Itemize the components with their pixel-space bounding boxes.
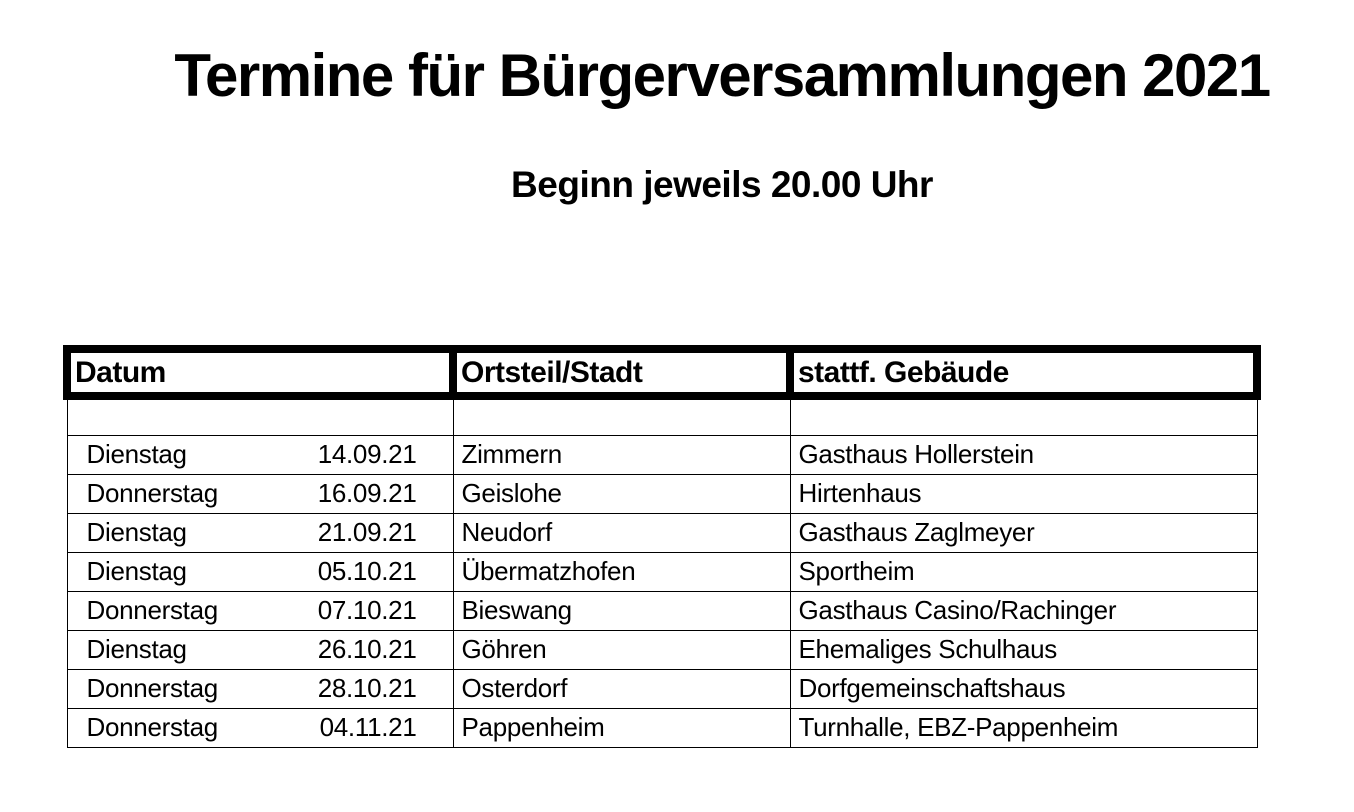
event-place: Bieswang	[452, 590, 791, 631]
event-place: Göhren	[452, 629, 791, 670]
event-date: 07.10.21	[317, 595, 417, 625]
cell-datum: Donnerstag 07.10.21	[66, 590, 454, 631]
event-day: Dienstag	[86, 517, 188, 547]
spacer-cell	[452, 395, 791, 436]
event-place: Zimmern	[452, 434, 791, 475]
event-building: Turnhalle, EBZ-Pappenheim	[789, 707, 1258, 748]
header-datum: Datum	[63, 345, 457, 400]
header-stattf-gebaeude: stattf. Gebäude	[786, 345, 1261, 400]
spacer-cell	[66, 395, 454, 436]
event-building: Hirtenhaus	[789, 473, 1258, 514]
spacer-cell	[789, 395, 1258, 436]
event-building: Sportheim	[789, 551, 1258, 592]
cell-datum: Dienstag 05.10.21	[66, 551, 454, 592]
cell-datum: Donnerstag 16.09.21	[66, 473, 454, 514]
page-subtitle: Beginn jeweils 20.00 Uhr	[511, 164, 933, 205]
event-day: Donnerstag	[86, 712, 219, 742]
event-place: Neudorf	[452, 512, 791, 553]
event-place: Übermatzhofen	[452, 551, 791, 592]
event-date: 14.09.21	[317, 439, 417, 469]
event-date: 21.09.21	[317, 517, 417, 547]
event-place: Geislohe	[452, 473, 791, 514]
table-row: Dienstag 14.09.21 Zimmern Gasthaus Holle…	[66, 434, 1258, 475]
event-date: 28.10.21	[317, 673, 417, 703]
event-day: Donnerstag	[86, 478, 219, 508]
header-ortsteil-stadt: Ortsteil/Stadt	[449, 345, 794, 400]
table-row: Dienstag 21.09.21 Neudorf Gasthaus Zaglm…	[66, 512, 1258, 553]
cell-datum: Dienstag 26.10.21	[66, 629, 454, 670]
event-date: 26.10.21	[317, 634, 417, 664]
table-row: Donnerstag 04.11.21 Pappenheim Turnhalle…	[66, 707, 1258, 748]
event-day: Dienstag	[86, 439, 188, 469]
event-building: Dorfgemeinschaftshaus	[789, 668, 1258, 709]
event-date: 16.09.21	[317, 478, 417, 508]
event-place: Pappenheim	[452, 707, 791, 748]
schedule-table: Datum Ortsteil/Stadt stattf. Gebäude Die…	[63, 345, 1261, 748]
table-row: Dienstag 05.10.21 Übermatzhofen Sporthei…	[66, 551, 1258, 592]
event-date: 04.11.21	[319, 712, 417, 742]
event-day: Donnerstag	[86, 673, 219, 703]
event-place: Osterdorf	[452, 668, 791, 709]
cell-datum: Donnerstag 04.11.21	[66, 707, 454, 748]
event-building: Gasthaus Hollerstein	[789, 434, 1258, 475]
event-building: Gasthaus Casino/Rachinger	[789, 590, 1258, 631]
event-building: Gasthaus Zaglmeyer	[789, 512, 1258, 553]
cell-datum: Dienstag 14.09.21	[66, 434, 454, 475]
event-day: Dienstag	[86, 556, 188, 586]
table-spacer-row	[66, 395, 1258, 436]
cell-datum: Donnerstag 28.10.21	[66, 668, 454, 709]
event-date: 05.10.21	[317, 556, 417, 586]
table-row: Donnerstag 28.10.21 Osterdorf Dorfgemein…	[66, 668, 1258, 709]
table-row: Donnerstag 16.09.21 Geislohe Hirtenhaus	[66, 473, 1258, 514]
table-header-row: Datum Ortsteil/Stadt stattf. Gebäude	[63, 345, 1261, 400]
table-row: Dienstag 26.10.21 Göhren Ehemaliges Schu…	[66, 629, 1258, 670]
event-day: Donnerstag	[86, 595, 219, 625]
cell-datum: Dienstag 21.09.21	[66, 512, 454, 553]
table-row: Donnerstag 07.10.21 Bieswang Gasthaus Ca…	[66, 590, 1258, 631]
event-day: Dienstag	[86, 634, 188, 664]
heading-block: Termine für Bürgerversammlungen 2021 Beg…	[90, 0, 1354, 205]
page-title: Termine für Bürgerversammlungen 2021	[174, 42, 1271, 109]
event-building: Ehemaliges Schulhaus	[789, 629, 1258, 670]
